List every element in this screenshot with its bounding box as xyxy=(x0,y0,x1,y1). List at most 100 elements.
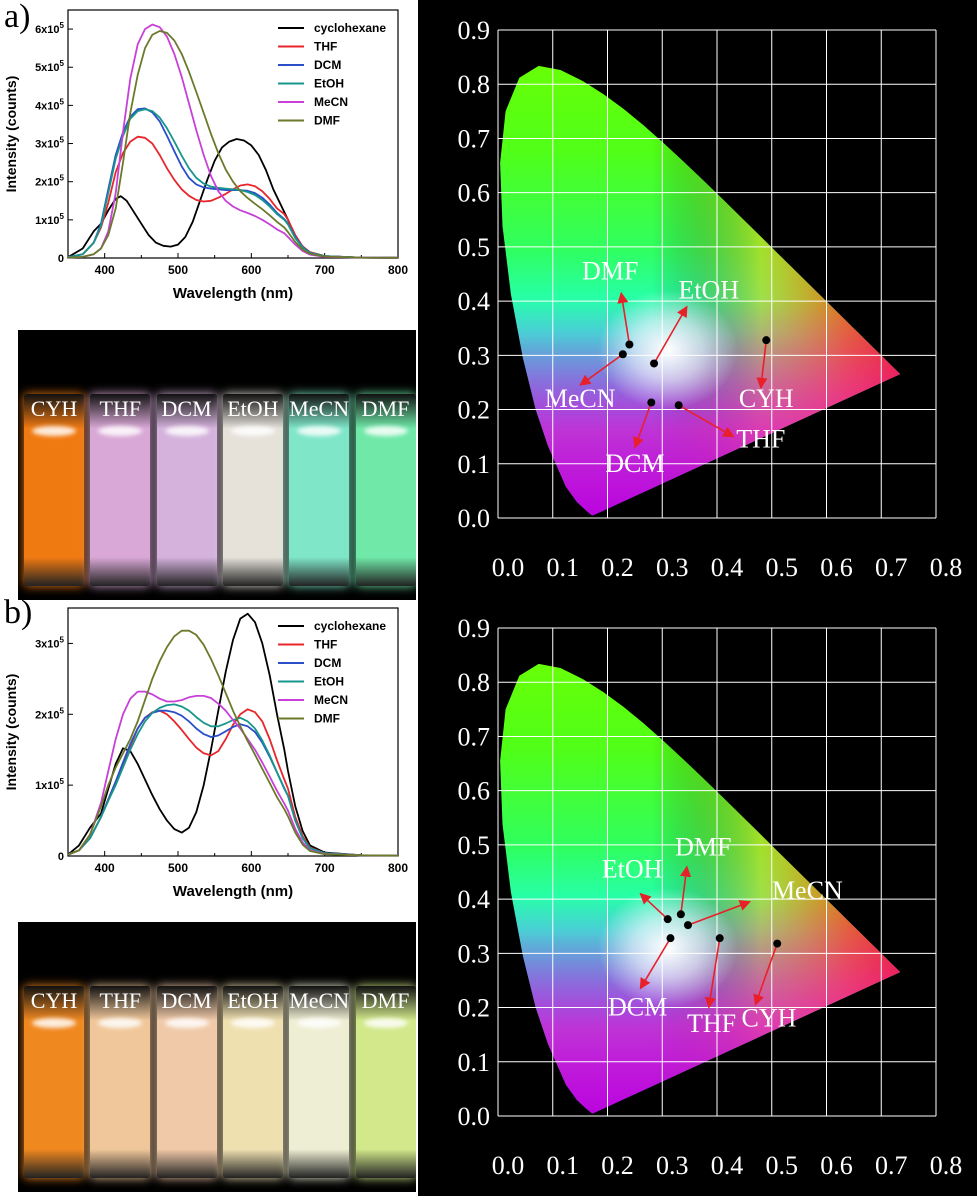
vial-label-dmf: DMF xyxy=(361,396,410,421)
arrow-etoh xyxy=(639,892,669,920)
legend-label: DMF xyxy=(314,114,340,128)
y-tick-label: 1x105 xyxy=(35,777,64,792)
point-label-thf: THF xyxy=(687,1009,736,1038)
vial-glow xyxy=(98,1018,143,1028)
vial-label-dmf: DMF xyxy=(361,988,410,1013)
arrow-dcm xyxy=(633,402,653,449)
y-tick-label: 1x105 xyxy=(35,212,64,227)
y-tick-exponent: 5 xyxy=(60,174,65,183)
y-tick-exponent: 5 xyxy=(60,706,65,715)
point-etoh xyxy=(650,359,659,368)
vial-glow xyxy=(363,426,408,436)
x-axis-label: Wavelength (nm) xyxy=(173,285,293,302)
x-tick-label: 0.2 xyxy=(601,1151,634,1180)
y-tick-label: 2x105 xyxy=(35,706,64,721)
y-tick-base: 0 xyxy=(58,851,64,863)
y-tick-label: 0.8 xyxy=(458,668,491,697)
y-tick-base: 4x10 xyxy=(35,100,59,112)
series-line-etoh xyxy=(67,703,399,857)
y-tick-label: 0.8 xyxy=(458,70,491,99)
vial-cyh xyxy=(24,394,84,586)
point-cyh xyxy=(762,336,771,345)
x-tick-label: 0.1 xyxy=(547,1151,580,1180)
point-label-dmf: DMF xyxy=(582,256,638,285)
vial-photo-b: CYH THF DCM EtOH MeCN DMF xyxy=(18,922,416,1192)
vial-dcm xyxy=(156,986,217,1178)
y-tick-base: 3x10 xyxy=(35,139,59,151)
y-tick-label: 0 xyxy=(58,851,64,863)
x-tick-label: 0.8 xyxy=(930,1151,963,1180)
vial-label-dcm: DCM xyxy=(161,988,212,1013)
y-tick-label: 0.0 xyxy=(458,1102,491,1131)
cie-diagram-b: 0.0 0.1 0.2 0.3 0.4 0.5 0.6 0.7 0.8 0.9 0.0 0.1 0.2 0… xyxy=(418,598,977,1196)
y-tick-exponent: 5 xyxy=(60,59,65,68)
legend-label: cyclohexane xyxy=(314,619,386,633)
y-tick-base: 1x10 xyxy=(35,780,59,792)
y-tick-label: 0.0 xyxy=(458,504,491,533)
vial-etoh xyxy=(222,986,283,1178)
x-tick-label: 700 xyxy=(315,861,335,875)
x-tick-label: 0.0 xyxy=(492,553,525,582)
vial-dmf xyxy=(355,394,416,586)
x-axis-label: Wavelength (nm) xyxy=(173,883,293,900)
vial-thf xyxy=(90,394,151,586)
vial-thf xyxy=(90,986,151,1178)
vial-cyh xyxy=(24,986,84,1178)
arrow-mecn xyxy=(579,353,624,386)
y-tick-exponent: 5 xyxy=(60,97,65,106)
legend-label: MeCN xyxy=(314,693,348,707)
series-line-thf xyxy=(67,135,399,259)
vial-glow xyxy=(297,1018,342,1028)
y-tick-exponent: 5 xyxy=(60,21,65,30)
y-tick-label: 0.5 xyxy=(458,831,491,860)
y-tick-label: 0.2 xyxy=(458,396,491,425)
point-label-mecn: MeCN xyxy=(772,876,843,905)
cie-white-point-glow xyxy=(597,289,738,410)
legend-label: MeCN xyxy=(314,95,348,109)
x-tick-label: 0.7 xyxy=(875,553,908,582)
point-dmf xyxy=(625,340,634,349)
vial-mecn xyxy=(289,394,350,586)
legend-label: THF xyxy=(314,638,337,652)
vial-glow xyxy=(98,426,143,436)
x-tick-label: 600 xyxy=(241,263,261,277)
x-tick-label: 0.2 xyxy=(601,553,634,582)
x-tick-label: 0.3 xyxy=(656,1151,689,1180)
x-tick-label: 0.5 xyxy=(766,1151,799,1180)
legend-label: cyclohexane xyxy=(314,21,386,35)
panel-letter-a: a) xyxy=(4,0,31,35)
point-label-cyh: CYH xyxy=(742,1004,797,1033)
y-tick-label: 3x105 xyxy=(35,635,64,650)
y-tick-label: 0.6 xyxy=(458,777,491,806)
legend-label: EtOH xyxy=(314,77,344,91)
y-tick-label: 0.3 xyxy=(458,939,491,968)
y-tick-label: 5x105 xyxy=(35,59,64,74)
point-label-cyh: CYH xyxy=(739,384,794,413)
point-label-dcm: DCM xyxy=(608,993,667,1022)
point-cyh xyxy=(773,939,782,948)
arrow-thf xyxy=(678,404,735,438)
y-tick-base: 2x10 xyxy=(35,177,59,189)
vial-mecn xyxy=(289,986,350,1178)
x-tick-label: 800 xyxy=(388,861,408,875)
vial-label-thf: THF xyxy=(99,396,142,421)
y-axis-label: Intensity (counts) xyxy=(3,674,19,791)
vial-glow xyxy=(164,1018,209,1028)
y-tick-base: 0 xyxy=(58,253,64,265)
legend-label: EtOH xyxy=(314,675,344,689)
y-tick-label: 0.4 xyxy=(458,885,491,914)
vial-photo-a: CYH THF DCM EtOH MeCN DMF xyxy=(18,330,416,600)
vial-dcm xyxy=(156,394,217,586)
y-tick-label: 0.7 xyxy=(458,722,491,751)
x-tick-label: 0.1 xyxy=(547,553,580,582)
vial-glow xyxy=(230,426,275,436)
point-label-thf: THF xyxy=(736,425,785,454)
y-tick-label: 3x105 xyxy=(35,136,64,151)
x-tick-label: 500 xyxy=(168,263,188,277)
point-dcm xyxy=(647,398,656,407)
y-tick-label: 2x105 xyxy=(35,174,64,189)
y-tick-label: 0.7 xyxy=(458,124,491,153)
y-tick-base: 1x10 xyxy=(35,215,59,227)
y-tick-label: 0.6 xyxy=(458,179,491,208)
y-tick-base: 6x10 xyxy=(35,24,59,36)
